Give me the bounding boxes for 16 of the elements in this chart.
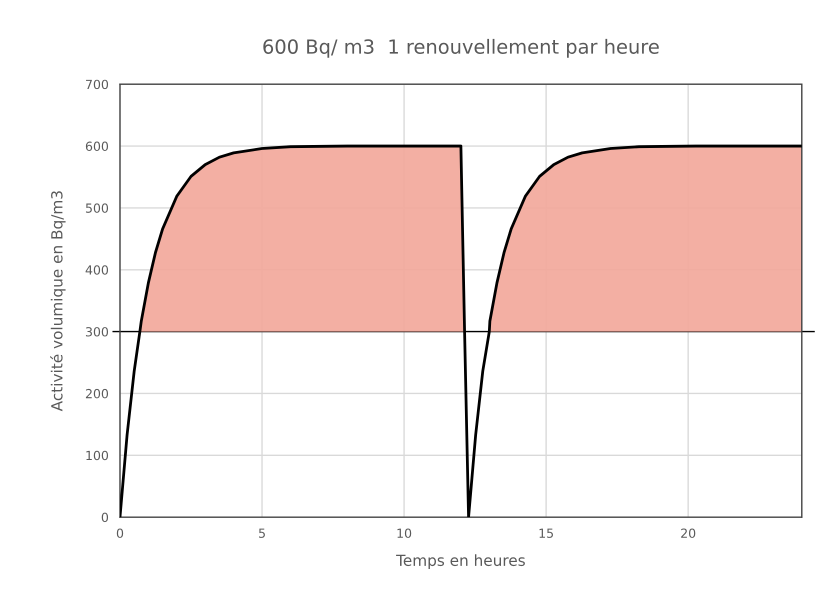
- y-axis-title: Activité volumique en Bq/m3: [50, 191, 66, 412]
- y-tick-label: 100: [86, 450, 108, 460]
- x-tick-label: 20: [681, 528, 696, 538]
- x-tick-label: 10: [397, 528, 412, 538]
- y-tick-label: 300: [86, 327, 108, 337]
- y-tick-label: 200: [86, 388, 108, 398]
- y-tick-label: 0: [102, 512, 108, 522]
- x-axis-title: Temps en heures: [396, 554, 525, 570]
- x-tick-label: 0: [116, 528, 124, 538]
- x-tick-label: 15: [540, 528, 553, 538]
- y-tick-label: 700: [86, 80, 108, 90]
- y-tick-label: 400: [86, 265, 108, 275]
- chart-title: 600 Bq/ m3 1 renouvellement par heure: [263, 38, 659, 58]
- x-tick-label: 5: [259, 528, 265, 538]
- y-tick-label: 600: [86, 142, 108, 151]
- y-tick-label: 500: [86, 203, 108, 213]
